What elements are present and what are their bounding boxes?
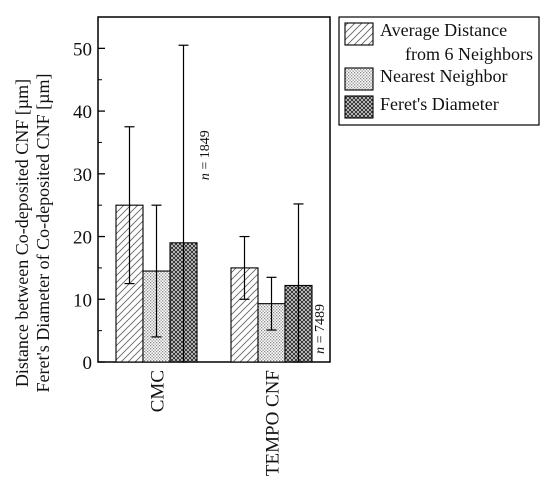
- x-axis-tick-labels: CMC TEMPO CNF: [148, 370, 284, 476]
- legend-swatch: [344, 22, 374, 46]
- y-axis: 0 10 20 30 40 50: [73, 39, 105, 374]
- error-bars: [124, 44, 304, 363]
- y-tick-label: 40: [73, 102, 92, 123]
- n-annotation: n = 7489: [313, 304, 328, 354]
- y-tick-label: 0: [83, 353, 93, 374]
- y-tick-label: 50: [73, 39, 92, 60]
- legend-swatch: [344, 67, 374, 91]
- annotations: n = 1849 n = 7489: [198, 130, 328, 354]
- legend-swatch: [344, 95, 374, 119]
- legend-label: Feret's Diameter: [380, 94, 499, 114]
- y-tick-label: 20: [73, 228, 92, 249]
- x-tick-label: TEMPO CNF: [263, 370, 284, 476]
- y-axis-title-line-2: Feret's Diameter of Co-deposited CNF [µm…: [33, 73, 53, 392]
- legend-label: from 6 Neighbors: [405, 44, 533, 64]
- bars: [115, 204, 313, 363]
- y-tick-label: 30: [73, 165, 92, 186]
- y-tick-label: 10: [73, 290, 92, 311]
- legend-label: Average Distance: [380, 20, 507, 40]
- legend: Average Distance from 6 NeighborsNearest …: [338, 16, 540, 126]
- x-tick-label: CMC: [148, 370, 169, 412]
- legend-label: Nearest Neighbor: [380, 66, 507, 86]
- n-annotation: n = 1849: [198, 130, 213, 180]
- y-axis-title-line-1: Distance between Co-deposited CNF [µm]: [12, 79, 32, 387]
- y-axis-title: Distance between Co-deposited CNF [µm] F…: [12, 73, 53, 392]
- plot-frame: [97, 16, 331, 363]
